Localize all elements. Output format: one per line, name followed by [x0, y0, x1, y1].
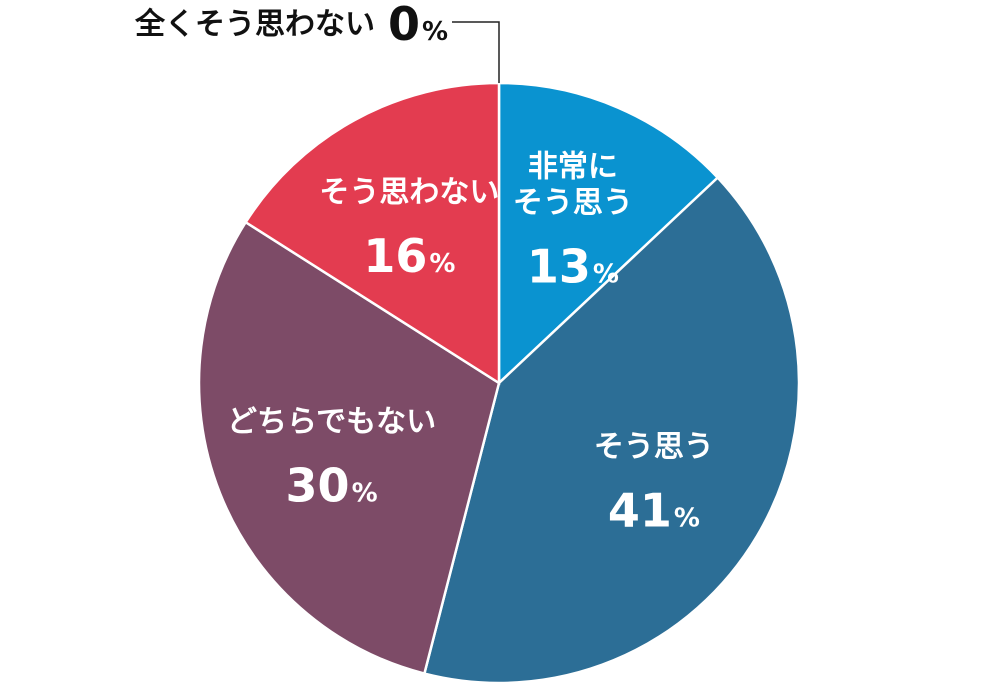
slice-value-2: 30% — [286, 458, 378, 512]
slice-label-text-1-0: そう思う — [594, 430, 714, 465]
slice-label-2: どちらでもない 30% — [227, 404, 436, 512]
slice-value-3: 16% — [363, 229, 455, 283]
pie-slice-3 — [243, 81, 501, 386]
slice-label-4: 全くそう思わない 0% — [134, 0, 448, 51]
pie-slice-2 — [197, 220, 501, 676]
slice-label-1: そう思う 41% — [594, 430, 714, 538]
slice-value-0: 13% — [527, 239, 619, 293]
slice-label-text-3-0: そう思わない — [319, 175, 499, 210]
slice-value-1: 41% — [608, 484, 700, 538]
slice-label-text-4: 全くそう思わない — [134, 7, 375, 42]
pie-slice-0 — [497, 81, 720, 386]
slice-label-text-2-0: どちらでもない — [227, 404, 436, 439]
slice-label-text-0-1: そう思う — [513, 185, 633, 220]
pie-slices — [197, 81, 801, 685]
slice-value-4: 0% — [388, 0, 448, 51]
pie-labels: 非常にそう思う13%そう思う41%どちらでもない30%そう思わない16%全くそう… — [134, 0, 714, 538]
leader-line-4 — [452, 21, 500, 83]
slice-label-3: そう思わない 16% — [319, 175, 499, 283]
slice-label-text-0-0: 非常に — [528, 149, 618, 184]
pie-slice-1 — [422, 175, 801, 685]
